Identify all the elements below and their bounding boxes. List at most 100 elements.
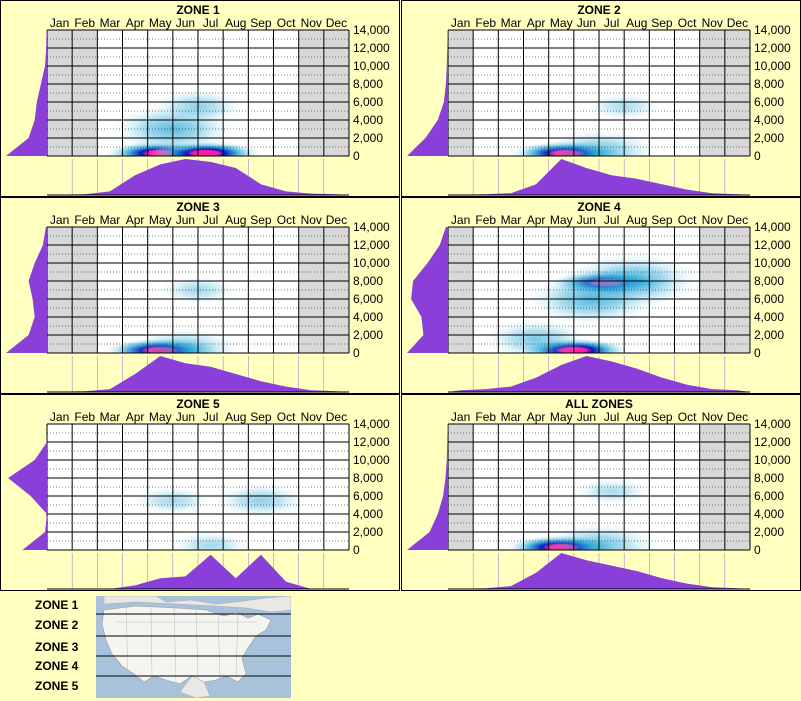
month-tick-label: Jan — [50, 213, 69, 227]
month-tick-label: May — [550, 410, 573, 424]
shaded-month — [72, 30, 98, 156]
zone-boundaries — [96, 613, 291, 677]
elevation-tick-label: 14,000 — [353, 417, 390, 431]
month-tick-label: Jul — [604, 213, 619, 227]
elevation-tick-label: 14,000 — [754, 23, 791, 37]
month-tick-label: May — [149, 410, 172, 424]
month-tick-label: Aug — [225, 213, 246, 227]
month-tick-label: Jan — [451, 410, 470, 424]
month-tick-label: Jul — [203, 410, 218, 424]
month-tick-label: Apr — [527, 16, 546, 30]
elevation-tick-label: 4,000 — [754, 507, 784, 521]
month-tick-label: Nov — [702, 16, 723, 30]
chart-title: ALL ZONES — [565, 397, 633, 411]
month-tick-label: Feb — [74, 213, 95, 227]
elevation-tick-label: 12,000 — [353, 238, 390, 252]
month-tick-label: Feb — [475, 213, 496, 227]
month-tick-label: Mar — [100, 410, 121, 424]
shaded-month — [323, 227, 349, 353]
elevation-tick-label: 14,000 — [754, 220, 791, 234]
elevation-tick-label: 6,000 — [754, 292, 784, 306]
month-tick-label: Oct — [678, 16, 697, 30]
legend-zone-4: ZONE 4 — [35, 659, 79, 673]
month-tick-label: Jun — [577, 213, 596, 227]
elevation-tick-label: 4,000 — [754, 113, 784, 127]
chart-title: ZONE 5 — [176, 397, 220, 411]
elevation-tick-label: 8,000 — [353, 77, 383, 91]
density-layer — [104, 275, 241, 353]
elevation-tick-label: 4,000 — [754, 310, 784, 324]
elevation-tick-label: 12,000 — [754, 238, 791, 252]
density-hotspot — [170, 531, 251, 550]
month-tick-label: Feb — [74, 410, 95, 424]
month-tick-label: Oct — [678, 410, 697, 424]
elevation-tick-label: 10,000 — [754, 59, 791, 73]
elevation-tick-label: 0 — [754, 346, 761, 360]
chart-title: ZONE 2 — [577, 3, 621, 17]
month-tick-label: Jul — [604, 16, 619, 30]
month-tick-label: Nov — [702, 213, 723, 227]
elevation-marginal — [8, 424, 48, 550]
month-tick-label: Aug — [626, 410, 647, 424]
month-tick-label: Apr — [126, 410, 145, 424]
legend-zone-3: ZONE 3 — [35, 640, 79, 654]
chart-panels: ZONE 1 Jan Feb Mar Apr May Jun Jul Aug Sep Oct Nov D… — [0, 0, 801, 591]
month-tick-label: Nov — [301, 410, 322, 424]
month-tick-label: Jul — [203, 213, 218, 227]
month-tick-label: Jan — [50, 410, 69, 424]
month-tick-label: Jun — [577, 16, 596, 30]
elevation-marginal — [407, 227, 448, 353]
elevation-tick-label: 14,000 — [353, 23, 390, 37]
elevation-tick-label: 0 — [353, 346, 360, 360]
elevation-tick-label: 4,000 — [353, 310, 383, 324]
month-tick-label: Sep — [250, 213, 272, 227]
chart-panel-4: ZONE 4 Jan Feb Mar Apr May Jun Jul Aug Sep Oct Nov D… — [401, 197, 801, 394]
map-mexico — [179, 675, 211, 698]
us-zone-map — [96, 596, 291, 698]
month-tick-label: Jun — [176, 213, 195, 227]
density-hotspot — [214, 483, 307, 518]
month-tick-label: Aug — [225, 16, 246, 30]
month-tick-label: Sep — [651, 213, 673, 227]
elevation-tick-label: 12,000 — [754, 435, 791, 449]
shaded-month — [724, 424, 750, 550]
panel-border — [0, 394, 400, 591]
month-tick-label: Mar — [100, 213, 121, 227]
month-tick-label: Jan — [451, 213, 470, 227]
chart-panel-2: ZONE 2 Jan Feb Mar Apr May Jun Jul Aug Sep Oct Nov D… — [401, 0, 801, 197]
month-tick-label: Aug — [626, 213, 647, 227]
month-tick-label: Nov — [301, 16, 322, 30]
chart-panel-3: ZONE 3 Jan Feb Mar Apr May Jun Jul Aug Sep Oct Nov D… — [0, 197, 400, 394]
shaded-month — [323, 30, 349, 156]
elevation-tick-label: 8,000 — [754, 77, 784, 91]
month-tick-label: Nov — [702, 410, 723, 424]
month-tick-label: Aug — [225, 410, 246, 424]
month-tick-label: Feb — [74, 16, 95, 30]
density-layer — [133, 483, 307, 550]
month-tick-label: Oct — [277, 213, 296, 227]
elevation-tick-label: 2,000 — [353, 525, 383, 539]
elevation-tick-label: 2,000 — [754, 328, 784, 342]
month-tick-label: May — [550, 16, 573, 30]
month-tick-label: Oct — [277, 410, 296, 424]
chart-panel-5: ZONE 5 Jan Feb Mar Apr May Jun Jul Aug Sep Oct Nov D… — [0, 394, 400, 591]
elevation-tick-label: 4,000 — [353, 113, 383, 127]
density-hotspot — [130, 327, 241, 353]
month-tick-label: Feb — [475, 16, 496, 30]
elevation-tick-label: 2,000 — [353, 328, 383, 342]
elevation-tick-label: 4,000 — [353, 507, 383, 521]
month-tick-label: Jun — [176, 410, 195, 424]
month-tick-label: Jan — [451, 16, 470, 30]
elevation-tick-label: 12,000 — [353, 435, 390, 449]
elevation-marginal — [6, 30, 47, 156]
panel-border — [0, 0, 400, 197]
elevation-tick-label: 14,000 — [754, 417, 791, 431]
elevation-tick-label: 0 — [754, 149, 761, 163]
month-tick-label: Oct — [678, 213, 697, 227]
month-tick-label: Mar — [100, 16, 121, 30]
month-tick-label: Nov — [301, 213, 322, 227]
month-tick-label: Dec — [326, 16, 347, 30]
elevation-tick-label: 0 — [754, 543, 761, 557]
density-hotspot — [483, 319, 589, 353]
